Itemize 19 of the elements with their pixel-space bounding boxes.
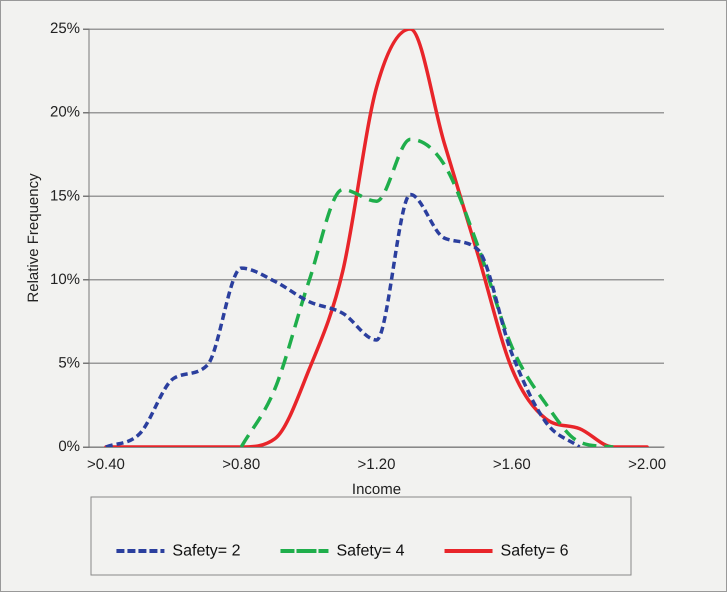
x-axis-title: Income <box>352 481 402 498</box>
y-tick-label: 25% <box>50 20 80 38</box>
y-tick-label: 20% <box>50 104 80 121</box>
x-tick-label: >2.00 <box>628 456 666 474</box>
legend-label: Safety= 6 <box>500 542 569 560</box>
x-tick-label: >0.40 <box>86 456 125 474</box>
y-tick-label: 15% <box>50 187 80 204</box>
y-tick-label: 10% <box>50 270 80 288</box>
x-tick-label: >1.20 <box>358 456 396 474</box>
legend-label: Safety= 4 <box>336 542 405 560</box>
line-series <box>104 192 582 447</box>
y-tick-label: 0% <box>58 438 80 456</box>
y-axis-title: Relative Frequency <box>25 172 42 303</box>
x-tick-label: >1.60 <box>492 456 531 474</box>
line-series <box>104 29 649 447</box>
y-tick-label: 5% <box>58 354 80 372</box>
x-tick-label: >0.80 <box>222 456 260 474</box>
line-series <box>239 138 616 447</box>
legend-label: Safety= 2 <box>172 542 241 560</box>
